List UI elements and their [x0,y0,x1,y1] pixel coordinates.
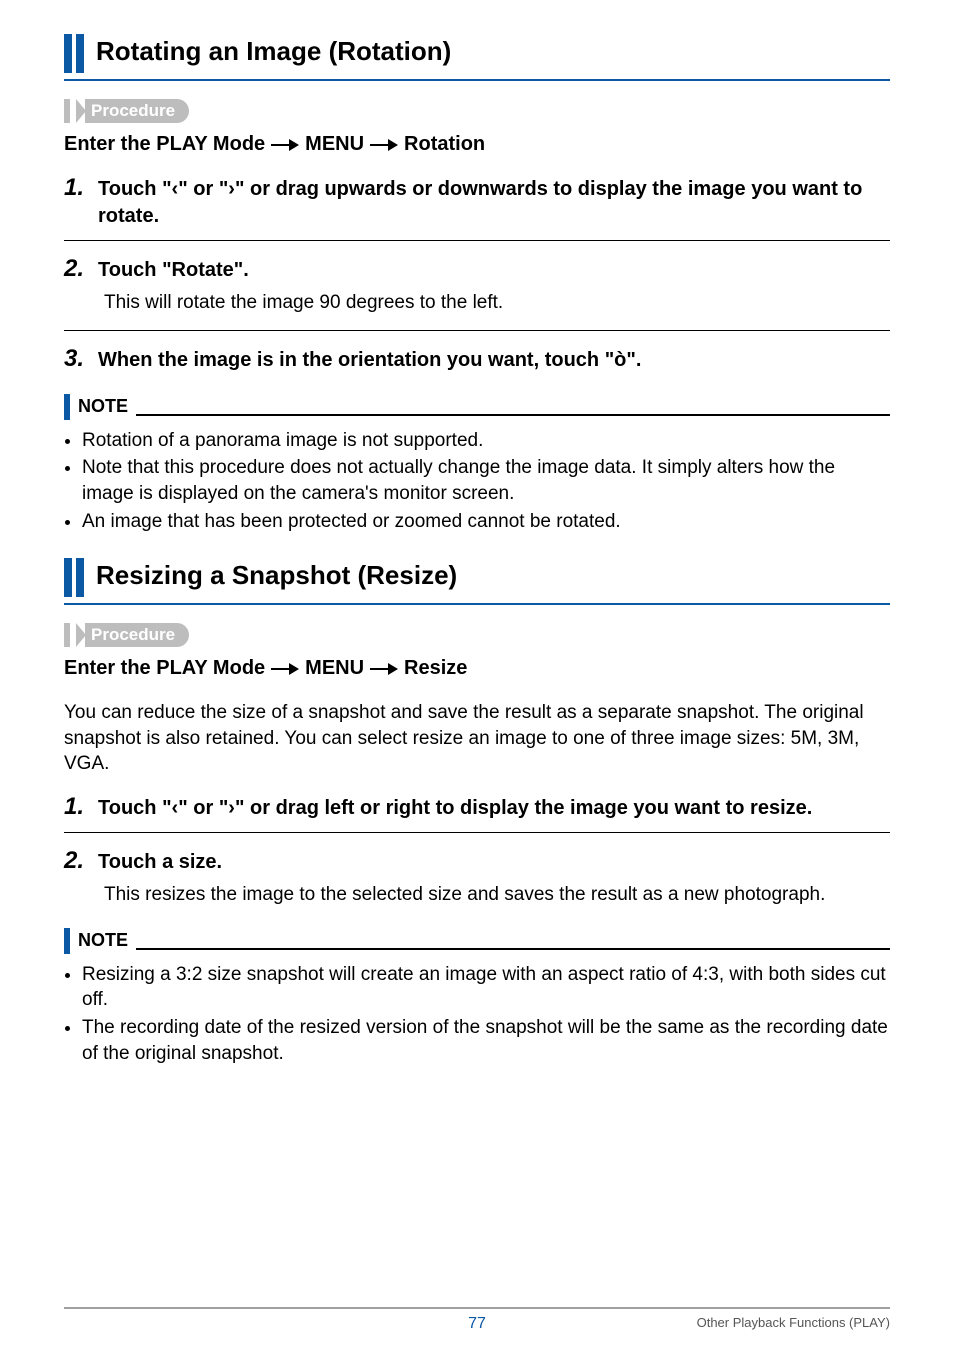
step-body: This resizes the image to the selected s… [104,882,890,908]
heading-bar [64,558,72,597]
section2-procedure-pill: Procedure [64,623,890,647]
page-root: Rotating an Image (Rotation) Procedure E… [0,0,954,1357]
arrow-right-icon [370,663,398,675]
section2-heading: Resizing a Snapshot (Resize) [64,558,890,597]
step-body: This will rotate the image 90 degrees to… [104,290,890,316]
section2-step2: 2. Touch a size. This resizes the image … [64,849,890,908]
section2-step1: 1. Touch "‹" or "›" or drag left or righ… [64,795,890,822]
section2-enter-line: Enter the PLAY Mode MENU Resize [64,657,890,680]
chevron-right-icon: › [228,797,235,819]
step-text-part: " or " [178,178,228,200]
heading-bar2 [76,558,84,597]
section1-step2: 2. Touch "Rotate". This will rotate the … [64,257,890,316]
note-item: Note that this procedure does not actual… [82,455,890,506]
arrow-right-icon [370,139,398,151]
step-title: 2. Touch a size. [64,849,890,876]
enter-part-0: Enter the PLAY Mode [64,133,265,156]
step-text: Touch "Rotate". [98,257,890,284]
step-text-part: " or " [178,797,228,819]
section2-underline [64,603,890,605]
step-title: 3. When the image is in the orientation … [64,347,890,374]
step-number: 3. [64,347,88,371]
footer-row: 77 Other Playback Functions (PLAY) [64,1315,890,1333]
step-text: Touch "‹" or "›" or drag upwards or down… [98,176,890,230]
divider [64,832,890,833]
step-title: 2. Touch "Rotate". [64,257,890,284]
step-text-part: " or drag left or right to display the i… [235,797,812,819]
step-text: Touch "‹" or "›" or drag left or right t… [98,795,890,822]
page-number: 77 [468,1315,486,1333]
step-text-part: Touch " [98,178,172,200]
step-title: 1. Touch "‹" or "›" or drag upwards or d… [64,176,890,230]
section1-title: Rotating an Image (Rotation) [96,34,451,73]
step-number: 2. [64,849,88,873]
note-line [136,414,890,416]
note-label: NOTE [78,930,128,951]
note-line [136,948,890,950]
step-text-part: ". [626,349,641,371]
enter-part-1: MENU [305,133,364,156]
step-number: 2. [64,257,88,281]
note-item: Rotation of a panorama image is not supp… [82,428,890,454]
enter-part-2: Resize [404,657,467,680]
page-footer: 77 Other Playback Functions (PLAY) [64,1307,890,1333]
section1-step1: 1. Touch "‹" or "›" or drag upwards or d… [64,176,890,230]
footer-section-name: Other Playback Functions (PLAY) [697,1315,890,1330]
step-text: Touch a size. [98,849,890,876]
enter-part-1: MENU [305,657,364,680]
step-title: 1. Touch "‹" or "›" or drag left or righ… [64,795,890,822]
section1-enter-line: Enter the PLAY Mode MENU Rotation [64,133,890,156]
chevron-right-icon: › [228,178,235,200]
section1-step3: 3. When the image is in the orientation … [64,347,890,374]
divider [64,240,890,241]
section1-heading: Rotating an Image (Rotation) [64,34,890,73]
section2-notes: Resizing a 3:2 size snapshot will create… [64,962,890,1067]
note-item: Resizing a 3:2 size snapshot will create… [82,962,890,1013]
section1-procedure-pill: Procedure [64,99,890,123]
heading-bar [64,34,72,73]
step-number: 1. [64,795,88,819]
pill-leftbar [64,623,70,647]
section1-notes: Rotation of a panorama image is not supp… [64,428,890,535]
procedure-label: Procedure [85,623,189,647]
section1-note-header: NOTE [64,394,890,420]
step-text-part: Touch " [98,797,172,819]
divider [64,330,890,331]
enter-part-2: Rotation [404,133,485,156]
note-item: An image that has been protected or zoom… [82,509,890,535]
arrow-right-icon [271,663,299,675]
section1-underline [64,79,890,81]
step-text-part: When the image is in the orientation you… [98,349,614,371]
note-bar [64,928,70,954]
note-bar [64,394,70,420]
section2-intro: You can reduce the size of a snapshot an… [64,700,890,777]
step-text: When the image is in the orientation you… [98,347,890,374]
footer-line [64,1307,890,1309]
section2-title: Resizing a Snapshot (Resize) [96,558,457,597]
enter-part-0: Enter the PLAY Mode [64,657,265,680]
note-item: The recording date of the resized versio… [82,1015,890,1066]
pill-leftbar [64,99,70,123]
section2-note-header: NOTE [64,928,890,954]
heading-bar2 [76,34,84,73]
procedure-label: Procedure [85,99,189,123]
note-label: NOTE [78,396,128,417]
arrow-right-icon [271,139,299,151]
step-number: 1. [64,176,88,200]
back-chevron-icon: ò [614,349,626,371]
